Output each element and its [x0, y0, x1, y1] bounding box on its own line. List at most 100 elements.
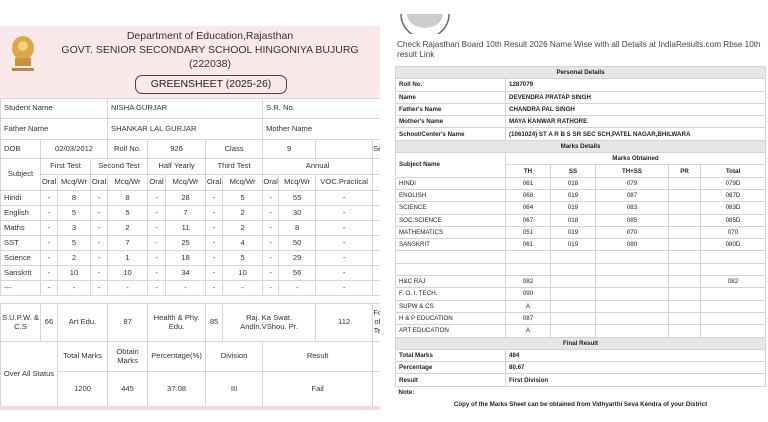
field-value: (1061024) ST A R B S SR SEC SCH,PATEL NA…	[504, 127, 767, 141]
empty-cell	[699, 299, 767, 313]
mark: 2	[222, 220, 264, 236]
empty-cell	[372, 235, 380, 251]
sub-header: Oral	[205, 174, 224, 191]
mark: 30	[278, 205, 317, 221]
empty-cell	[372, 205, 380, 221]
empty-cell	[372, 190, 380, 206]
field-label: Percentage	[395, 361, 506, 375]
table-row: S.U.P.W. & C.S 66 Art Edu. 87 Health & Phy. …	[0, 303, 380, 342]
empty-cell	[668, 213, 701, 227]
mark: -	[315, 205, 374, 221]
board-logo	[400, 14, 450, 34]
empty-cell	[372, 280, 380, 296]
mark: -	[40, 235, 58, 251]
column-header: SS	[550, 164, 596, 178]
mark: -	[89, 190, 109, 206]
mark: 085	[595, 213, 669, 227]
table-row: Mother's Name MAYA KANWAR RATHORE	[395, 115, 767, 129]
table-row: Sanskrit -10-10-34-10-56-	[0, 265, 380, 281]
mark: -	[278, 280, 317, 296]
empty-cell	[668, 238, 701, 252]
sub-header: Oral	[147, 174, 167, 191]
mark: -	[40, 250, 58, 266]
mark: -	[205, 205, 224, 221]
empty-cell	[550, 324, 596, 338]
subject-name: ENGLISH	[395, 188, 506, 203]
field-value: CHANDRA PAL SINGH	[504, 102, 767, 117]
mark: -	[147, 250, 167, 266]
empty-cell	[595, 287, 669, 301]
empty-cell	[699, 311, 767, 326]
mark: 080D	[699, 238, 767, 252]
field-value: 80.67	[504, 361, 767, 375]
table-row: Oral Mcq/Wr Oral Mcq/Wr Oral Mcq/Wr Oral Mcq/Wr…	[1, 174, 380, 191]
co-subject: Raj. Ka Swat. Andln.VShou. Pr.	[222, 303, 317, 342]
table-row: ENGLISH 068 019 087 087D	[395, 188, 767, 203]
empty-cell	[668, 287, 701, 301]
mark: 8	[57, 190, 91, 206]
subject-name: SOC.SCIENCE	[395, 213, 506, 227]
section-title: Final Result	[394, 336, 767, 350]
mark: 55	[278, 190, 317, 206]
empty-cell	[595, 324, 669, 338]
subject-name: HINDI	[395, 176, 506, 190]
field-label: Father Name	[0, 118, 109, 140]
empty-cell	[668, 311, 701, 326]
mark: 5	[107, 205, 149, 221]
empty-cell	[668, 299, 701, 313]
mark: 50	[278, 235, 317, 251]
column-header: Half Yearly	[147, 158, 207, 175]
empty-cell	[372, 341, 380, 372]
table-row: --- - - - - - - - - - - -	[0, 280, 380, 296]
mark: A	[505, 324, 551, 338]
mark: 070	[699, 225, 767, 240]
mark: -	[89, 235, 109, 251]
table-row: SUPW & CS A	[395, 299, 767, 313]
sub-header: Mcq/Wr	[107, 174, 149, 191]
mark: -	[147, 280, 167, 296]
empty-cell	[550, 299, 596, 313]
table-row	[395, 262, 767, 277]
empty-cell	[595, 250, 669, 264]
mark: 18	[165, 250, 207, 266]
empty-cell	[395, 250, 506, 264]
subject-name: Maths	[0, 220, 41, 236]
empty-cell	[668, 225, 701, 240]
table-row: MATHEMATICS 051 019 070 070	[395, 225, 767, 240]
table-row: TH SS TH+SS PR Total	[396, 164, 767, 178]
table-row: Student Name NISHA GURJAR S.R. No.	[0, 98, 380, 119]
department: Department of Education,Rajasthan	[126, 30, 294, 42]
mark: -	[315, 190, 374, 206]
subject-name: ---	[0, 280, 41, 296]
mark: 7	[107, 235, 149, 251]
field-label: Mother's Name	[395, 115, 506, 129]
overall-value: III	[205, 371, 264, 408]
column-header: TH	[505, 164, 551, 178]
greensheet-header: Department of Education,Rajasthan GOVT. …	[0, 26, 380, 98]
mark: -	[205, 265, 224, 281]
mark: -	[147, 235, 167, 251]
mark: 11	[165, 220, 207, 236]
mark: 8	[278, 220, 317, 236]
subject-name: H&C RAJ	[395, 275, 506, 289]
table-row: Subject First Test Second Test Half Yearly T…	[0, 158, 380, 191]
column-header: Marks Obtained	[504, 152, 767, 166]
mark: -	[147, 190, 167, 206]
mark: 087	[505, 311, 551, 326]
empty-cell	[550, 250, 596, 264]
mark: 087D	[699, 188, 767, 203]
field-value: SHANKAR LAL GURJAR	[107, 118, 264, 140]
empty-cell	[550, 311, 596, 326]
note-label: Note:	[398, 389, 415, 397]
sub-header: Mcq/Wr	[165, 174, 207, 191]
table-row: F. O. I. TECH. 090	[395, 287, 767, 301]
co-mark: 112	[315, 303, 374, 342]
mark: 4	[222, 235, 264, 251]
empty-cell	[668, 275, 701, 289]
sub-header: VOC.Practical	[315, 174, 374, 191]
overall-header: Result	[262, 341, 374, 372]
sub-header: Mcq/Wr	[222, 174, 264, 191]
table-row: Father Name SHANKAR LAL GURJAR Mother Name	[0, 118, 380, 140]
empty-cell	[1, 296, 381, 304]
mark: 28	[165, 190, 207, 206]
